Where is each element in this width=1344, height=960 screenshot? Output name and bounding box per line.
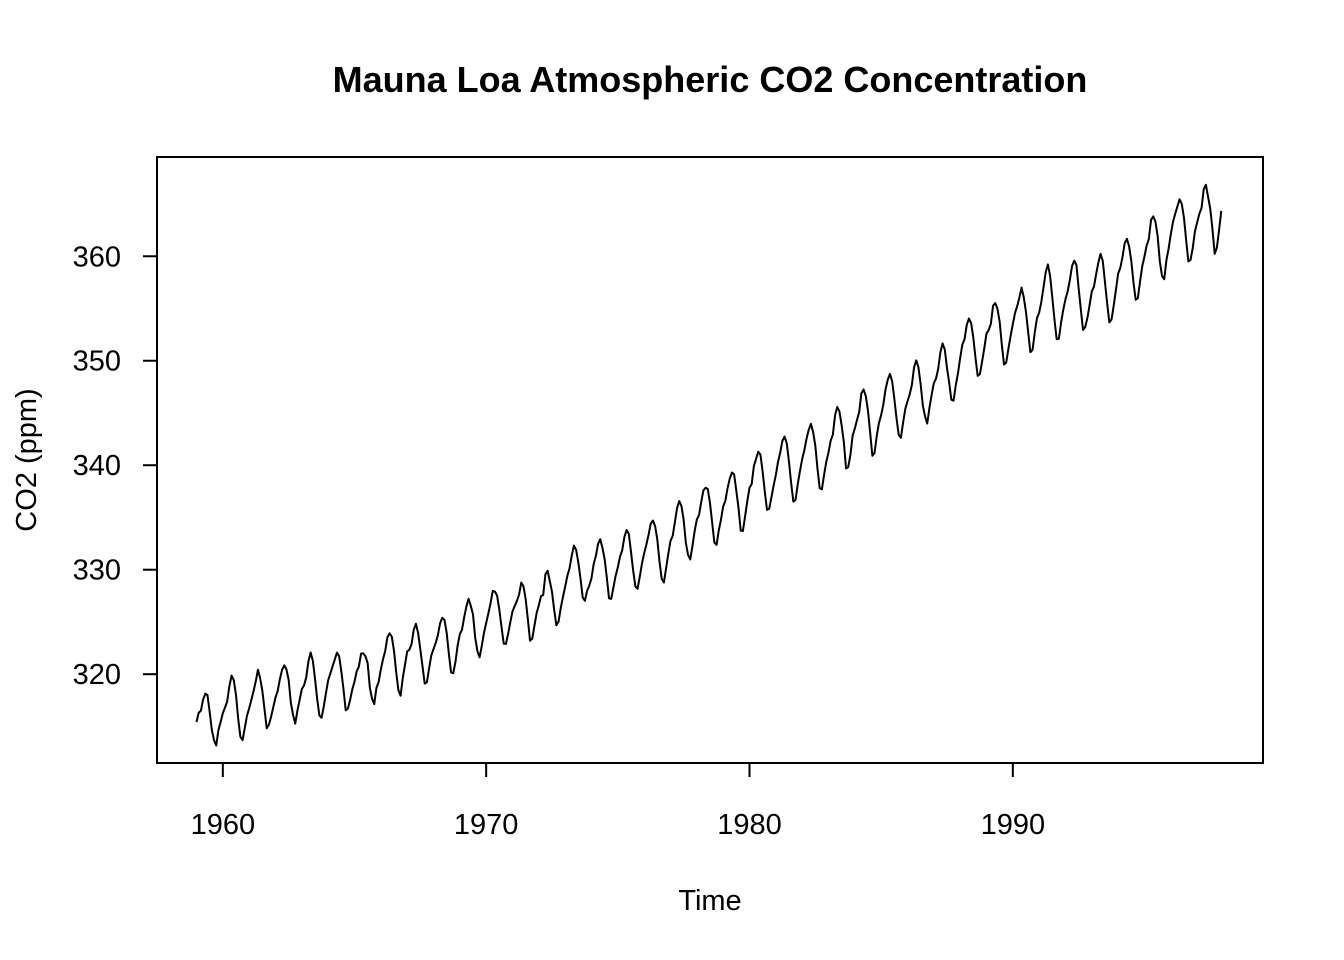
x-tick-label-1990: 1990 (981, 809, 1046, 841)
y-axis-label: CO2 (ppm) (11, 388, 43, 531)
y-tick-label-330: 330 (73, 555, 121, 587)
x-tick-label-1960: 1960 (191, 809, 256, 841)
y-axis: 320 330 340 350 360 (73, 241, 157, 691)
chart-title: Mauna Loa Atmospheric CO2 Concentration (333, 59, 1088, 100)
co2-series-line (195, 183, 1223, 747)
y-tick-label-340: 340 (73, 450, 121, 482)
y-tick-label-320: 320 (73, 659, 121, 691)
y-tick-label-350: 350 (73, 346, 121, 378)
x-axis-label: Time (678, 885, 741, 917)
x-tick-label-1980: 1980 (717, 809, 782, 841)
x-tick-label-1970: 1970 (454, 809, 519, 841)
x-axis: 1960 1970 1980 1990 (191, 762, 1046, 841)
y-tick-label-360: 360 (73, 241, 121, 273)
plot-frame (156, 156, 1264, 764)
